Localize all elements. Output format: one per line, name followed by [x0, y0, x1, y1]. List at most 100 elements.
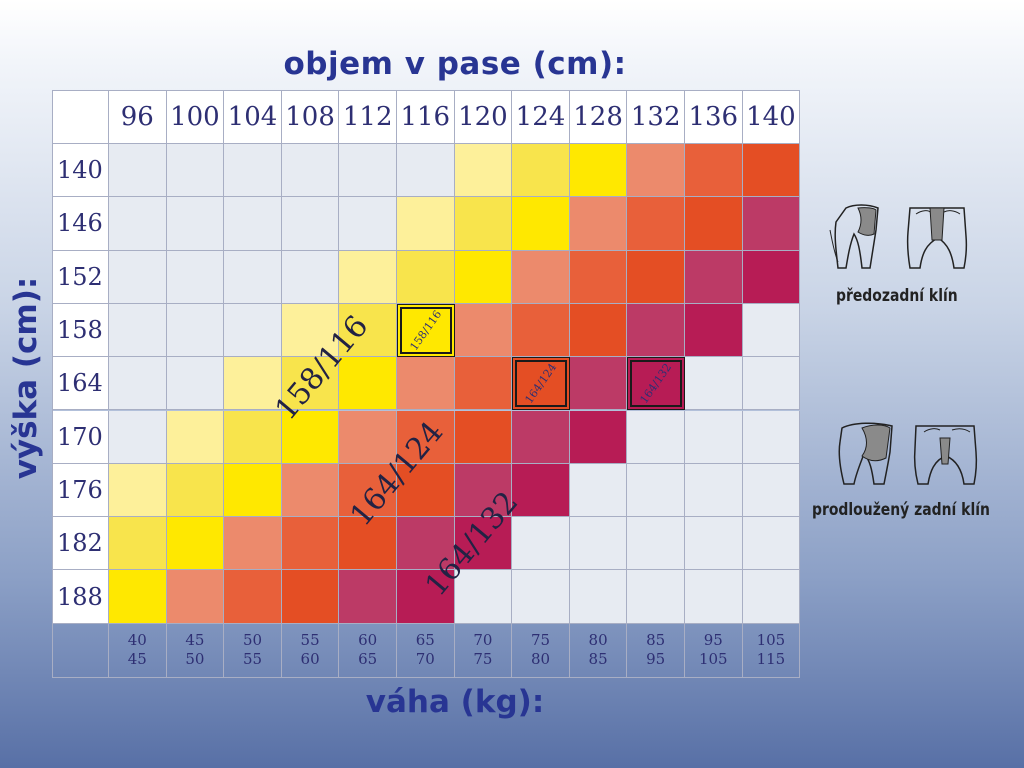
waist-header-cell: 104 [224, 90, 282, 144]
heatmap-cell [569, 303, 628, 358]
weight-cell: 80 85 [569, 623, 628, 678]
weight-max: 95 [646, 650, 666, 669]
weight-min: 45 [185, 631, 205, 650]
heatmap-cell [627, 357, 685, 411]
height-row-header: 182 [52, 517, 109, 571]
heatmap-cell [685, 357, 743, 411]
heatmap-cell [281, 197, 340, 251]
heatmap-cell [512, 463, 570, 518]
pants-side-gusset-icon [829, 204, 879, 269]
waist-header-cell: 132 [627, 90, 685, 144]
heatmap-cell [397, 197, 455, 251]
heatmap-cell [166, 517, 225, 571]
weight-min: 50 [242, 631, 263, 650]
heatmap-cell [569, 144, 628, 198]
height-row-header: 140 [52, 144, 109, 198]
weight-max: 105 [698, 650, 728, 669]
diagonal-band-label: 164/132 [418, 485, 597, 603]
heatmap-cell [224, 144, 282, 198]
heatmap-cell [742, 570, 801, 624]
grid-corner-cell [52, 90, 109, 144]
weight-max: 85 [588, 650, 608, 669]
weight-min: 80 [588, 631, 608, 650]
waist-axis-title: objem v pase (cm): [283, 46, 627, 82]
heatmap-cell [339, 197, 397, 251]
height-row-header: 158 [52, 303, 109, 358]
heatmap-cell [569, 517, 628, 571]
weight-min: 70 [473, 631, 493, 650]
heatmap-cell [742, 144, 801, 198]
weight-max: 80 [530, 650, 551, 669]
heatmap-cell [339, 303, 397, 358]
heatmap-cell [742, 410, 801, 464]
size-grid: 96 100 104 108 112 116 120 124 128 132 136 140 140 14… [52, 90, 801, 678]
heatmap-cell [685, 144, 743, 198]
heatmap-cell [224, 463, 282, 518]
weight-cell: 55 60 [281, 623, 340, 678]
heatmap-cell [627, 410, 685, 464]
height-row-header: 188 [52, 570, 109, 624]
heatmap-cell [166, 463, 225, 518]
heatmap-cell [397, 144, 455, 198]
heatmap-cell [281, 517, 340, 571]
heatmap-cell [109, 250, 167, 304]
weight-min: 65 [415, 631, 435, 650]
heatmap-cell [742, 517, 801, 571]
heatmap-cell [512, 250, 570, 304]
heatmap-cell [627, 303, 685, 358]
heatmap-cell [166, 303, 225, 358]
heatmap-cell [569, 197, 628, 251]
weight-cell: 105 115 [742, 623, 801, 678]
weight-cell: 75 80 [512, 623, 570, 678]
heatmap-cell [109, 197, 167, 251]
heatmap-cell [397, 303, 455, 358]
heatmap-cell [685, 197, 743, 251]
heatmap-cell [512, 303, 570, 358]
height-row-header: 152 [52, 250, 109, 304]
weight-cell: 65 70 [397, 623, 455, 678]
heatmap-cell [281, 250, 340, 304]
weight-max: 60 [300, 650, 320, 669]
heatmap-cell [454, 250, 513, 304]
waist-header-cell: 96 [109, 90, 167, 144]
waist-header-cell: 140 [742, 90, 801, 144]
heatmap-cell [109, 463, 167, 518]
waist-header-cell: 128 [569, 90, 628, 144]
weight-cell: 45 50 [166, 623, 225, 678]
heatmap-cell [454, 144, 513, 198]
heatmap-cell [109, 517, 167, 571]
weight-max: 115 [756, 650, 786, 669]
pants-front-back-gusset-icon [906, 207, 968, 269]
heatmap-cell [166, 410, 225, 464]
heatmap-cell [742, 357, 801, 411]
heatmap-cell [569, 250, 628, 304]
heatmap-cell [224, 197, 282, 251]
heatmap-cell [742, 303, 801, 358]
heatmap-cell [281, 410, 340, 464]
weight-min: 95 [703, 631, 723, 650]
heatmap-cell [224, 357, 282, 411]
highlight-marker: 164/124 [512, 357, 570, 411]
weight-cell: 85 95 [627, 623, 685, 678]
weight-min: 75 [530, 631, 551, 650]
heatmap-cell [339, 250, 397, 304]
heatmap-cell [281, 144, 340, 198]
weight-max: 45 [127, 650, 147, 669]
highlight-marker-label: 164/132 [637, 361, 675, 407]
weight-cell: 95 105 [685, 623, 743, 678]
weight-min: 60 [358, 631, 378, 650]
weight-min: 55 [300, 631, 320, 650]
heatmap-cell [281, 357, 340, 411]
heatmap-cell [397, 357, 455, 411]
heatmap-cell [685, 410, 743, 464]
heatmap-cell [339, 357, 397, 411]
heatmap-cell [454, 463, 513, 518]
height-row-header: 146 [52, 197, 109, 251]
heatmap-cell [109, 570, 167, 624]
heatmap-cell [627, 250, 685, 304]
heatmap-cell [512, 410, 570, 464]
weight-min: 40 [127, 631, 147, 650]
waist-header-cell: 120 [454, 90, 513, 144]
heatmap-cell [339, 410, 397, 464]
